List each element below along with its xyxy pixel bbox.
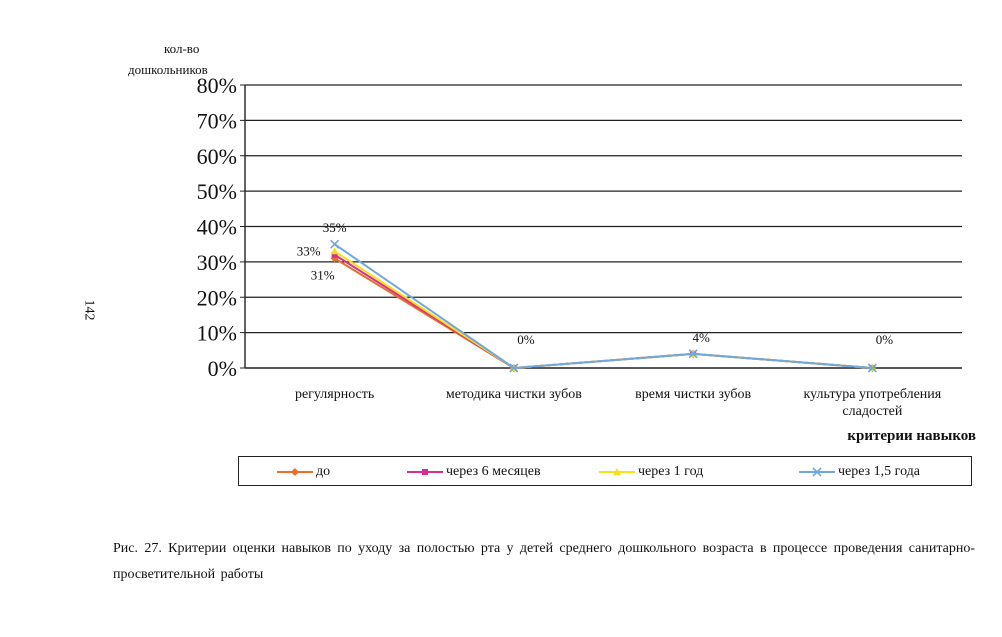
series-line [334, 250, 873, 370]
marker-stroke [867, 363, 877, 373]
data-label: 35% [323, 220, 347, 235]
y-tick-label: 0% [208, 356, 237, 381]
y-tick-label: 10% [197, 321, 237, 346]
x-tick-label: время чистки зубов [635, 387, 751, 402]
line-chart: 0% 10% 20% 30% 40% 50% 60% 70% 80% регулярность ме… [197, 73, 962, 419]
legend-swatch [407, 469, 443, 475]
marker-stroke [812, 467, 822, 477]
legend-item: через 1,5 года [799, 463, 920, 481]
y-tick-label: 20% [197, 285, 237, 310]
data-label: 31% [311, 267, 335, 282]
point-marker [330, 247, 339, 255]
x-tick-label: сладостей [842, 404, 902, 419]
legend-swatch [799, 467, 835, 477]
legend-swatch [599, 468, 635, 475]
series-line [334, 243, 873, 370]
x-tick-label: культура употребления [804, 387, 942, 402]
point-marker [330, 239, 340, 249]
legend-label: через 1 год [638, 464, 704, 479]
point-marker [291, 468, 299, 476]
x-axis-title: критерии навыков [847, 428, 976, 444]
point-marker [812, 467, 822, 477]
data-label: 0% [517, 332, 535, 347]
legend-label: через 1,5 года [838, 464, 920, 479]
legend-label: до [316, 464, 331, 479]
series-line [334, 253, 873, 370]
y-tick-label: 70% [197, 108, 237, 133]
x-tick-label: регулярность [295, 387, 374, 402]
y-tick-label: 30% [197, 250, 237, 275]
data-label: 4% [692, 330, 710, 345]
point-marker [331, 251, 338, 258]
legend-label: через 6 месяцев [446, 464, 541, 479]
data-label: 33% [297, 243, 321, 258]
y-tick-label: 50% [197, 179, 237, 204]
marker-stroke [330, 239, 340, 249]
legend-swatch [277, 468, 313, 476]
point-marker [613, 468, 621, 475]
marker-stroke [509, 363, 519, 373]
y-axis-title-line-2: дошкольников [128, 62, 208, 77]
chart-legend: до через 6 месяцев через 1 год через 1,5 го… [238, 456, 972, 486]
point-marker [509, 363, 519, 373]
point-marker [422, 469, 428, 475]
y-tick-label: 60% [197, 144, 237, 169]
legend-item: через 1 год [599, 463, 703, 481]
point-marker [688, 349, 698, 359]
legend-item: до [277, 463, 330, 481]
y-tick-label: 80% [197, 73, 237, 98]
marker-stroke [688, 349, 698, 359]
x-tick-label: методика чистки зубов [446, 387, 582, 402]
y-tick-label: 40% [197, 215, 237, 240]
legend-item: через 6 месяцев [407, 463, 541, 481]
point-marker [867, 363, 877, 373]
y-axis-title-line-1: кол-во [164, 41, 200, 56]
data-label: 0% [876, 332, 894, 347]
figure-caption: Рис. 27. Критерии оценки навыков по уход… [113, 541, 975, 582]
series-line [334, 257, 873, 370]
